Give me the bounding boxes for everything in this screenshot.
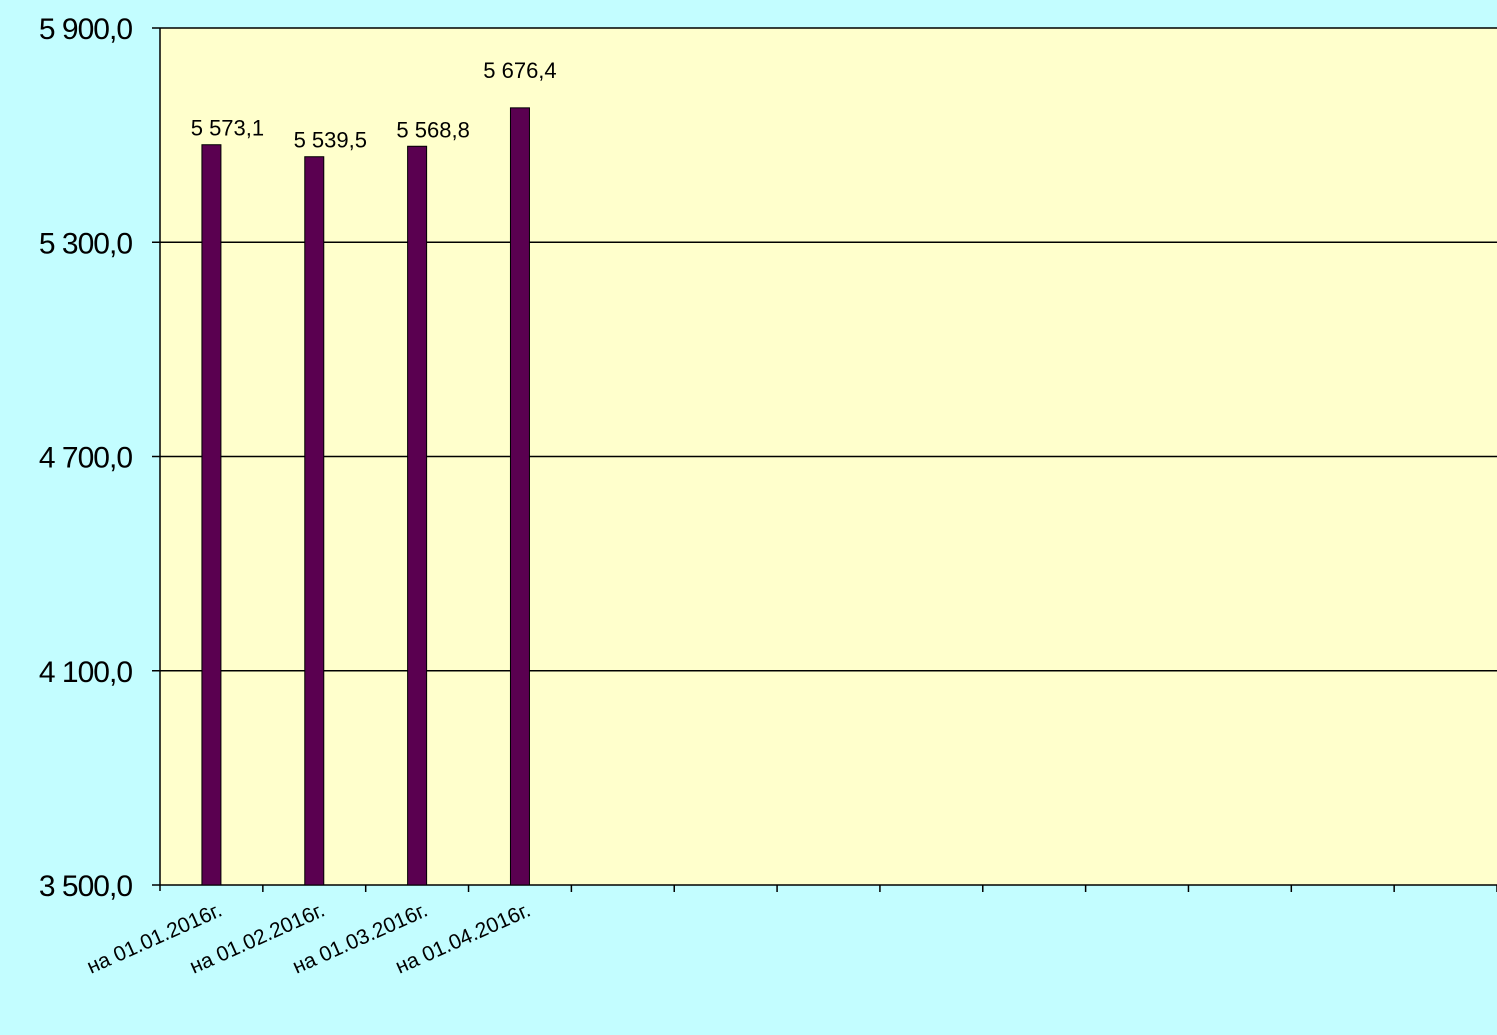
axes <box>159 28 1497 892</box>
bar-3 <box>509 107 530 886</box>
data-label-2: 5 568,8 <box>396 117 469 142</box>
data-label-3: 5 676,4 <box>483 58 556 83</box>
grid-lines <box>152 27 1497 886</box>
y-tick-label-1: 4 100,0 <box>39 656 132 689</box>
y-tick-label-2: 4 700,0 <box>39 442 132 475</box>
data-label-0: 5 573,1 <box>191 116 264 141</box>
bars <box>201 107 530 886</box>
y-tick-label-3: 5 300,0 <box>39 227 132 260</box>
bar-0 <box>201 144 222 886</box>
bar-2 <box>407 145 428 886</box>
y-tick-label-0: 3 500,0 <box>39 870 132 903</box>
y-tick-label-4: 5 900,0 <box>39 13 132 46</box>
data-label-1: 5 539,5 <box>294 128 367 153</box>
bar-1 <box>304 156 325 886</box>
